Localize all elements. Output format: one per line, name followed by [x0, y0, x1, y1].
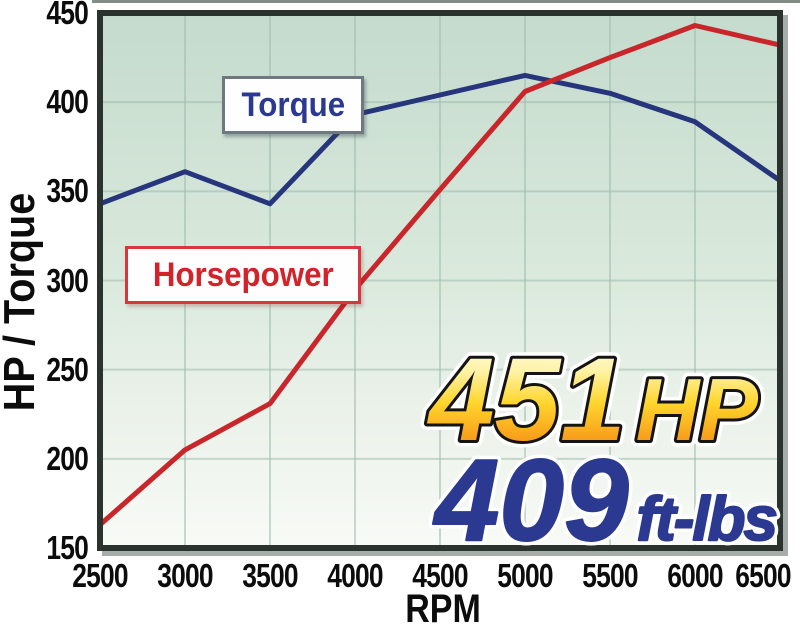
x-tick-label: 3000: [157, 557, 213, 594]
x-tick-label: 3500: [242, 557, 298, 594]
torque-callout-outline: 409 ft-lbs: [433, 435, 777, 565]
x-tick-label: 4500: [412, 557, 468, 594]
x-tick-label: 6000: [667, 557, 723, 594]
torque-callout: 409 ft-lbs 409 ft-lbs: [428, 431, 783, 570]
torque-callout-value: 409: [433, 435, 629, 565]
torque-callout-unit: ft-lbs: [636, 485, 776, 554]
x-tick-label: 5000: [497, 557, 553, 594]
y-tick-label: 350: [46, 172, 88, 210]
y-tick-label: 400: [46, 83, 88, 121]
image-top-edge: [92, 0, 800, 3]
horsepower-line: [98, 23, 781, 527]
y-tick-label: 200: [46, 439, 88, 477]
y-tick-label: 450: [46, 0, 88, 31]
x-tick-label: 5500: [582, 557, 638, 594]
y-tick-label: 300: [46, 261, 88, 299]
y-tick-label: 250: [46, 350, 88, 388]
x-axis-title: RPM: [405, 587, 481, 630]
hp-callout-text: 451 HP: [427, 334, 758, 466]
torque-callout-value-outline: 409: [433, 435, 629, 565]
x-tick-label: 2500: [72, 557, 128, 594]
plot-border: [97, 10, 783, 551]
hp-callout: 451 HP 451 HP: [420, 328, 764, 473]
torque-callout-text: 409 ft-lbs: [433, 435, 777, 565]
horsepower-series-label: Horsepower: [152, 255, 334, 294]
x-tick-label: 4000: [327, 557, 383, 594]
hp-callout-unit: HP: [636, 360, 759, 459]
y-tick-label: 150: [46, 529, 88, 566]
hp-callout-value: 451: [427, 334, 626, 466]
x-tick-label: 6500: [735, 557, 791, 594]
hp-callout-unit-outline: HP: [636, 360, 759, 459]
hp-callout-value-outline: 451: [427, 334, 626, 466]
hp-callout-outline: 451 HP: [427, 334, 758, 466]
horsepower-series-label-box: Horsepower: [125, 246, 361, 304]
torque-series-label: Torque: [241, 85, 345, 124]
torque-series-label-box: Torque: [222, 76, 364, 134]
torque-callout-unit-outline: ft-lbs: [636, 485, 776, 554]
torque-line: [99, 72, 782, 207]
